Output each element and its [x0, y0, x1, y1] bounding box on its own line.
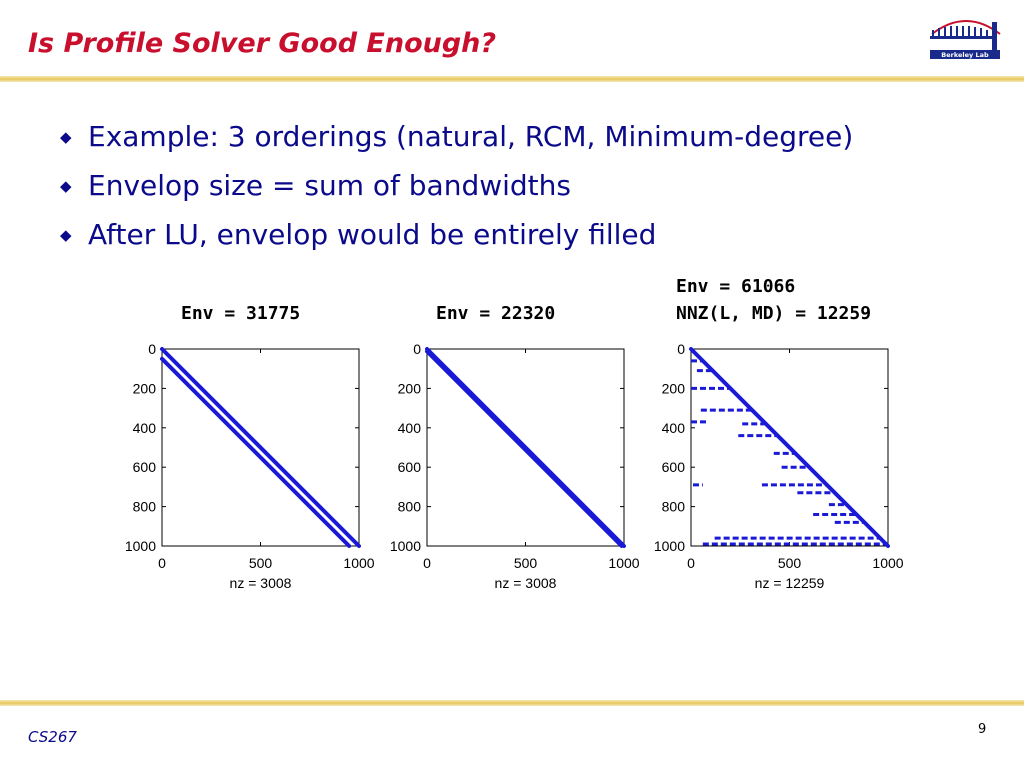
logo-text: Berkeley Lab	[941, 51, 989, 59]
x-tick-label: 1000	[872, 555, 903, 571]
x-tick-label: 0	[687, 555, 695, 571]
nonzero-band	[425, 349, 624, 548]
y-tick-label: 600	[133, 459, 157, 475]
x-tick-label: 500	[778, 555, 802, 571]
page-number: 9	[978, 722, 987, 737]
plot3-nnz-label: NNZ(L, MD) = 12259	[676, 303, 872, 324]
plot3-env-label: Env = 61066	[676, 276, 796, 297]
diamond-bullet-icon: ◆	[60, 127, 72, 146]
y-tick-label: 200	[662, 380, 686, 396]
y-tick-label: 400	[398, 420, 422, 436]
x-tick-label: 500	[514, 555, 538, 571]
header-divider	[0, 76, 1024, 82]
diamond-bullet-icon: ◆	[60, 225, 72, 244]
bullet-text: Envelop size = sum of bandwidths	[88, 169, 571, 202]
y-tick-label: 1000	[654, 538, 685, 554]
x-tick-label: 500	[249, 555, 273, 571]
x-tick-label: 0	[423, 555, 431, 571]
bullet-text: Example: 3 orderings (natural, RCM, Mini…	[88, 120, 854, 153]
y-tick-label: 400	[662, 420, 686, 436]
y-tick-label: 200	[398, 380, 422, 396]
bullet-item: ◆ Envelop size = sum of bandwidths	[60, 161, 853, 210]
footer-divider	[0, 700, 1024, 706]
x-tick-label: 0	[158, 555, 166, 571]
y-tick-label: 0	[413, 341, 421, 357]
y-tick-label: 1000	[125, 538, 156, 554]
y-tick-label: 0	[677, 341, 685, 357]
slide-title: Is Profile Solver Good Enough?	[28, 28, 497, 59]
nonzero-band	[160, 356, 352, 548]
nonzero-band	[689, 347, 890, 548]
bullet-item: ◆ Example: 3 orderings (natural, RCM, Mi…	[60, 112, 853, 161]
y-tick-label: 600	[662, 459, 686, 475]
course-label: CS267	[28, 728, 77, 746]
y-tick-label: 800	[133, 499, 157, 515]
y-tick-label: 0	[148, 341, 156, 357]
plot1-env-label: Env = 31775	[181, 303, 301, 324]
y-tick-label: 400	[133, 420, 157, 436]
x-tick-label: 1000	[343, 555, 374, 571]
y-tick-label: 1000	[390, 538, 421, 554]
x-axis-label: nz = 12259	[755, 575, 825, 591]
y-tick-label: 200	[133, 380, 157, 396]
berkeley-lab-logo: Berkeley Lab	[930, 20, 1001, 59]
bullet-text: After LU, envelop would be entirely fill…	[88, 218, 657, 251]
y-tick-label: 600	[398, 459, 422, 475]
diamond-bullet-icon: ◆	[60, 176, 72, 195]
x-axis-label: nz = 3008	[495, 575, 557, 591]
bullet-item: ◆ After LU, envelop would be entirely fi…	[60, 210, 853, 259]
y-tick-label: 800	[398, 499, 422, 515]
y-tick-label: 800	[662, 499, 686, 515]
bullet-list: ◆ Example: 3 orderings (natural, RCM, Mi…	[60, 112, 853, 259]
nonzero-band	[160, 347, 361, 548]
x-axis-label: nz = 3008	[230, 575, 292, 591]
plot2-env-label: Env = 22320	[436, 303, 556, 324]
x-tick-label: 1000	[608, 555, 639, 571]
